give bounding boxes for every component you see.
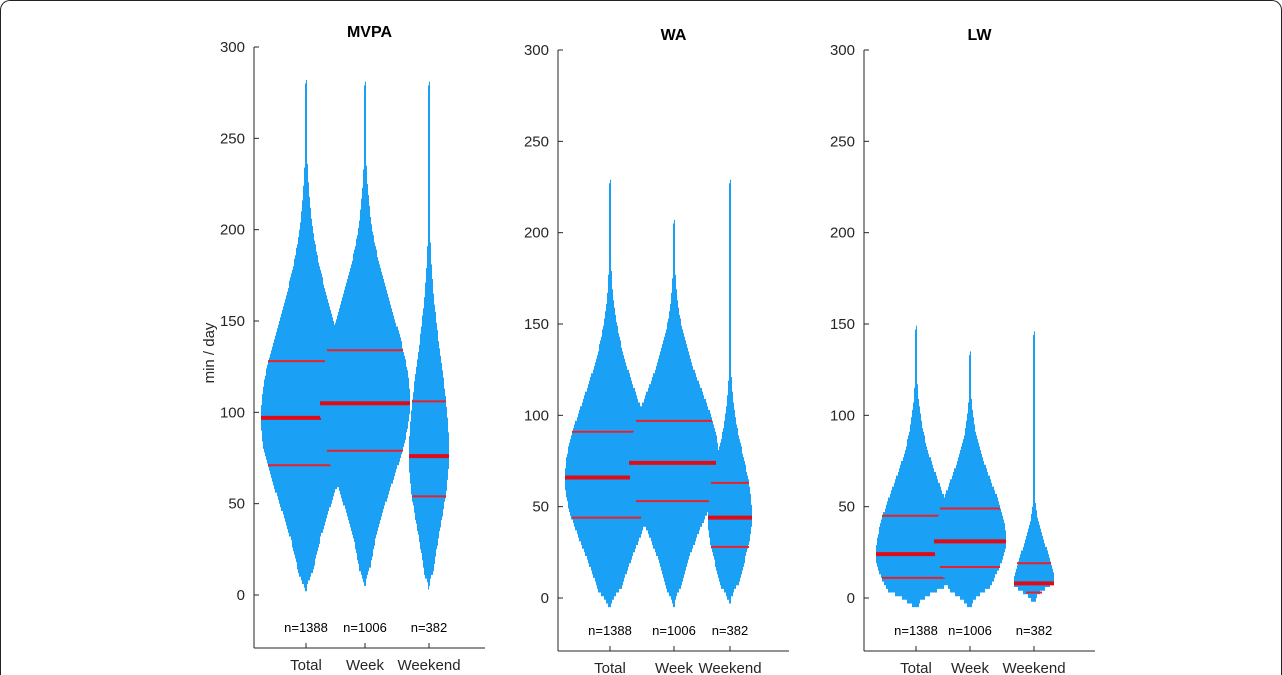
y-tick-label: 100 (830, 407, 855, 424)
y-tick-label: 100 (524, 407, 549, 424)
panel-mvpa: 0 50 100 150 200 250 300 MVPA n=1388 Total n=1006 W… (220, 24, 485, 674)
n-label: n=1388 (588, 623, 632, 638)
y-tick-label: 50 (532, 499, 549, 516)
y-tick-label: 200 (524, 225, 549, 242)
y-tick-label: 200 (220, 222, 245, 239)
x-tick-label: Total (594, 660, 626, 675)
y-tick-label: 100 (220, 404, 245, 421)
n-label: n=382 (1016, 623, 1053, 638)
y-tick-label: 250 (830, 133, 855, 150)
y-axis-label: min / day (201, 322, 218, 383)
x-tick-label: Week (655, 660, 694, 675)
y-tick-label: 50 (838, 499, 855, 516)
n-label: n=1388 (894, 623, 938, 638)
panel-title: LW (968, 27, 993, 44)
x-tick-label: Total (290, 657, 322, 674)
n-label: n=1006 (652, 623, 696, 638)
y-tick-label: 0 (237, 587, 245, 604)
y-tick-label: 0 (541, 590, 549, 607)
x-tick-label: Weekend (1002, 660, 1065, 675)
y-tick-label: 200 (830, 225, 855, 242)
n-label: n=1006 (948, 623, 992, 638)
y-tick-label: 150 (524, 316, 549, 333)
n-label: n=382 (712, 623, 749, 638)
y-tick-label: 50 (228, 496, 245, 513)
panel-wa: 0 50 100 150 200 250 300 WA n=1388 Total n=1006 Wee… (524, 27, 789, 675)
n-label: n=1006 (343, 620, 387, 635)
y-tick-label: 150 (220, 313, 245, 330)
panel-lw: 0 50 100 150 200 250 300 LW n=1388 Total n=1006 Wee… (830, 27, 1095, 675)
y-tick-label: 0 (847, 590, 855, 607)
x-tick-label: Week (346, 657, 385, 674)
y-tick-label: 250 (220, 130, 245, 147)
x-tick-label: Week (951, 660, 990, 675)
violin-weekend (1014, 320, 1054, 602)
x-tick-label: Weekend (698, 660, 761, 675)
violin-total (565, 168, 655, 608)
violin-week (629, 208, 719, 608)
panel-title: MVPA (347, 24, 392, 41)
x-tick-label: Weekend (397, 657, 460, 674)
violin-total (261, 72, 351, 592)
x-tick-label: Total (900, 660, 932, 675)
violin-weekend (409, 70, 449, 590)
violin-weekend (708, 168, 752, 604)
y-tick-label: 300 (220, 39, 245, 56)
n-label: n=382 (411, 620, 448, 635)
y-tick-label: 250 (524, 133, 549, 150)
panel-title: WA (661, 27, 687, 44)
n-label: n=1388 (284, 620, 328, 635)
y-tick-label: 300 (830, 42, 855, 59)
violin-week (320, 70, 410, 586)
y-tick-label: 300 (524, 42, 549, 59)
y-tick-label: 150 (830, 316, 855, 333)
